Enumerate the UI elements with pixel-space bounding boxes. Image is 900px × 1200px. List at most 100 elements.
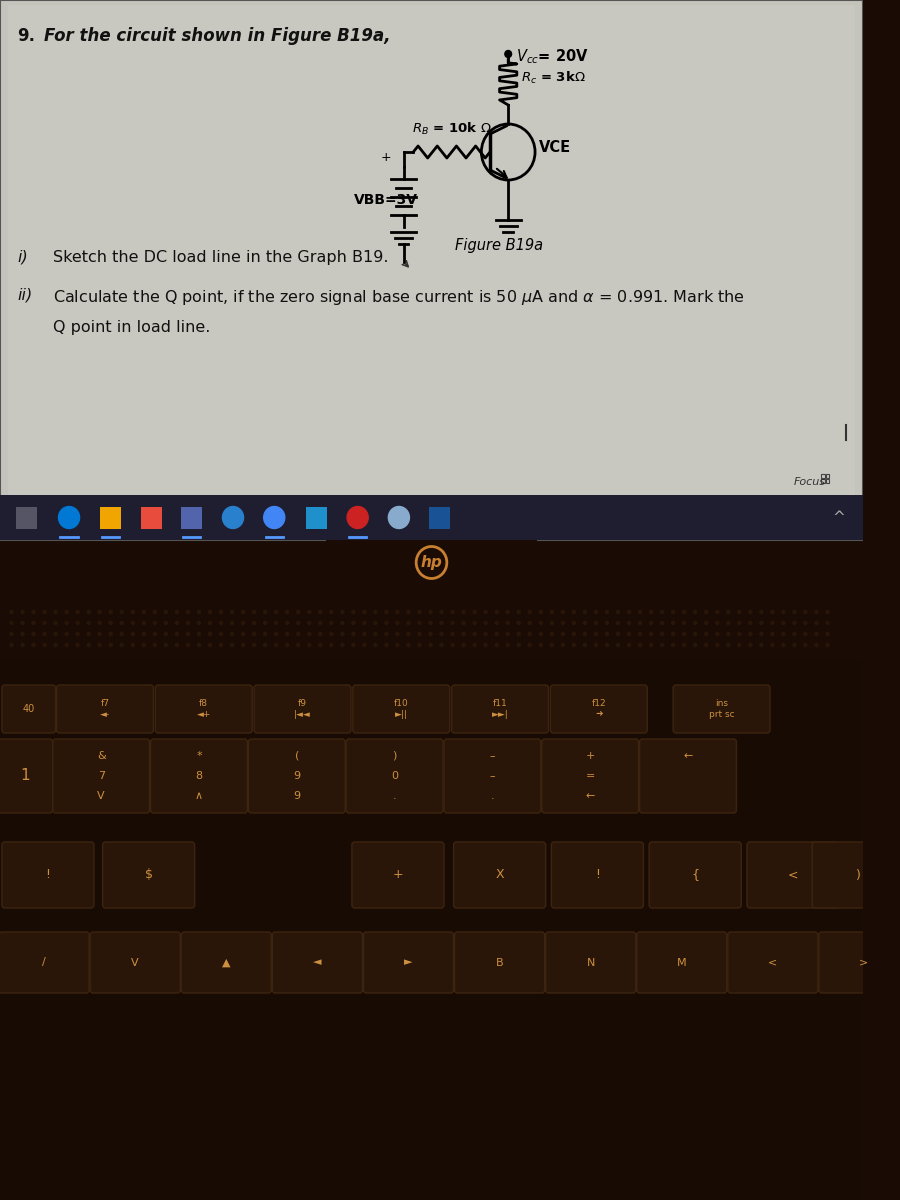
FancyBboxPatch shape xyxy=(728,932,818,994)
Circle shape xyxy=(694,643,697,647)
FancyBboxPatch shape xyxy=(254,685,351,733)
Bar xyxy=(141,506,162,528)
Circle shape xyxy=(429,643,432,647)
Circle shape xyxy=(264,632,266,636)
Circle shape xyxy=(650,611,652,613)
Text: +: + xyxy=(381,151,392,164)
Circle shape xyxy=(661,622,663,624)
Circle shape xyxy=(220,622,222,624)
Circle shape xyxy=(473,632,476,636)
Circle shape xyxy=(274,632,277,636)
Circle shape xyxy=(407,611,410,613)
Text: i): i) xyxy=(17,250,28,265)
Circle shape xyxy=(749,632,752,636)
Circle shape xyxy=(507,611,509,613)
Text: ←: ← xyxy=(683,751,693,761)
Circle shape xyxy=(671,611,675,613)
Circle shape xyxy=(572,632,575,636)
Circle shape xyxy=(76,611,79,613)
Circle shape xyxy=(749,622,752,624)
Circle shape xyxy=(804,643,807,647)
Circle shape xyxy=(121,632,123,636)
Circle shape xyxy=(352,632,355,636)
Circle shape xyxy=(165,632,167,636)
Circle shape xyxy=(186,643,189,647)
Circle shape xyxy=(627,632,631,636)
Circle shape xyxy=(43,611,46,613)
FancyBboxPatch shape xyxy=(454,842,545,908)
Circle shape xyxy=(518,643,520,647)
Circle shape xyxy=(131,643,134,647)
Text: 7: 7 xyxy=(97,770,104,781)
Circle shape xyxy=(683,643,686,647)
Circle shape xyxy=(87,643,90,647)
Circle shape xyxy=(463,632,465,636)
Circle shape xyxy=(583,643,587,647)
Circle shape xyxy=(347,506,368,528)
Circle shape xyxy=(264,506,284,528)
Circle shape xyxy=(165,643,167,647)
Circle shape xyxy=(650,622,652,624)
Circle shape xyxy=(484,632,487,636)
Circle shape xyxy=(197,622,201,624)
Circle shape xyxy=(385,643,388,647)
Circle shape xyxy=(385,611,388,613)
Text: 8: 8 xyxy=(195,770,203,781)
Circle shape xyxy=(396,632,399,636)
Circle shape xyxy=(32,643,35,647)
Circle shape xyxy=(826,643,829,647)
Circle shape xyxy=(374,643,377,647)
Text: f11
►►|: f11 ►►| xyxy=(491,700,508,719)
Text: Figure B19a: Figure B19a xyxy=(454,238,543,253)
Circle shape xyxy=(539,632,543,636)
Circle shape xyxy=(54,632,57,636)
Circle shape xyxy=(683,622,686,624)
FancyBboxPatch shape xyxy=(248,739,346,814)
Circle shape xyxy=(727,622,730,624)
Circle shape xyxy=(308,622,310,624)
Circle shape xyxy=(639,622,642,624)
Circle shape xyxy=(650,632,652,636)
Text: Sketch the DC load line in the Graph B19.: Sketch the DC load line in the Graph B19… xyxy=(53,250,388,265)
Text: VBB=3V: VBB=3V xyxy=(354,192,418,206)
Circle shape xyxy=(451,632,454,636)
Circle shape xyxy=(683,611,686,613)
Circle shape xyxy=(771,611,774,613)
Text: 9: 9 xyxy=(293,791,301,802)
Circle shape xyxy=(121,643,123,647)
Text: Q point in load line.: Q point in load line. xyxy=(53,320,210,335)
FancyBboxPatch shape xyxy=(454,932,544,994)
FancyBboxPatch shape xyxy=(552,842,644,908)
FancyBboxPatch shape xyxy=(53,739,149,814)
Circle shape xyxy=(352,622,355,624)
FancyBboxPatch shape xyxy=(273,932,363,994)
Circle shape xyxy=(815,643,818,647)
Text: ^: ^ xyxy=(832,510,845,526)
Text: ins
prt sc: ins prt sc xyxy=(709,700,734,719)
Circle shape xyxy=(319,632,321,636)
Circle shape xyxy=(418,622,421,624)
Circle shape xyxy=(749,611,752,613)
Text: 40: 40 xyxy=(22,704,35,714)
Text: ): ) xyxy=(856,869,860,882)
Circle shape xyxy=(330,611,333,613)
Circle shape xyxy=(297,632,300,636)
Circle shape xyxy=(385,622,388,624)
FancyBboxPatch shape xyxy=(352,842,444,908)
FancyBboxPatch shape xyxy=(452,685,548,733)
Circle shape xyxy=(416,546,446,578)
Circle shape xyxy=(616,611,619,613)
Circle shape xyxy=(804,622,807,624)
Circle shape xyxy=(121,611,123,613)
Circle shape xyxy=(142,632,145,636)
FancyBboxPatch shape xyxy=(0,739,53,814)
Circle shape xyxy=(782,611,785,613)
Text: ii): ii) xyxy=(17,288,32,302)
Circle shape xyxy=(606,611,608,613)
Text: f8
◄+: f8 ◄+ xyxy=(196,700,211,719)
Circle shape xyxy=(749,643,752,647)
Circle shape xyxy=(352,611,355,613)
Circle shape xyxy=(463,622,465,624)
Circle shape xyxy=(297,611,300,613)
Circle shape xyxy=(76,643,79,647)
